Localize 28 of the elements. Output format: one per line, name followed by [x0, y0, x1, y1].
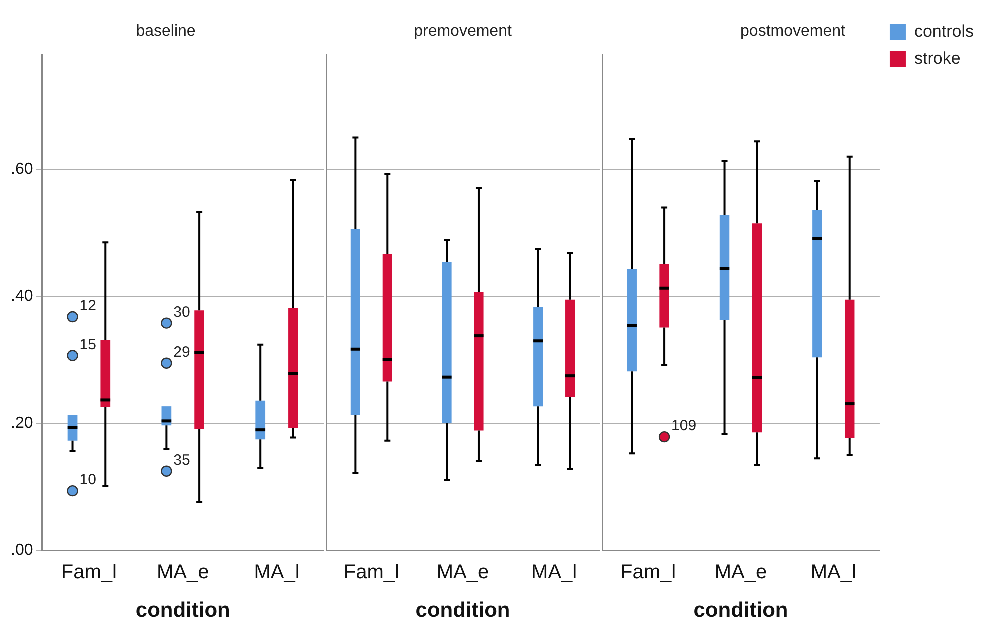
x-tick-label: MA_e [156, 561, 210, 584]
chart-title: baseline [136, 23, 196, 40]
chart-title: postmovement [740, 23, 846, 40]
annotation: 109 [672, 418, 697, 435]
annotation: 12 [80, 298, 96, 315]
annotation: 15 [80, 336, 96, 354]
x-tick-label: Fam_l [61, 561, 117, 584]
legend-label: stroke [914, 49, 961, 68]
x-axis-title: condition [416, 599, 510, 622]
y-tick-label: .00 [10, 542, 34, 560]
x-tick-label: Fam_l [344, 561, 400, 584]
x-tick-label: MA_l [254, 561, 300, 584]
annotation: 35 [174, 452, 190, 470]
x-tick-label: MA_e [436, 561, 490, 584]
annotation: 10 [80, 472, 96, 489]
x-axis-title: condition [136, 599, 230, 622]
x-tick-label: MA_l [532, 561, 578, 584]
x-tick-label: MA_e [714, 561, 768, 584]
x-tick-label: Fam_l [620, 561, 676, 584]
y-tick-label: .40 [10, 288, 34, 306]
y-tick-label: .20 [10, 415, 34, 432]
x-axis-title: condition [694, 599, 788, 622]
annotation: 30 [174, 304, 190, 321]
legend-label: controls [914, 22, 974, 42]
x-tick-label: MA_l [810, 561, 856, 584]
annotation: 29 [174, 344, 190, 361]
chart-title: premovement [414, 23, 512, 40]
y-tick-label: .60 [10, 160, 34, 178]
